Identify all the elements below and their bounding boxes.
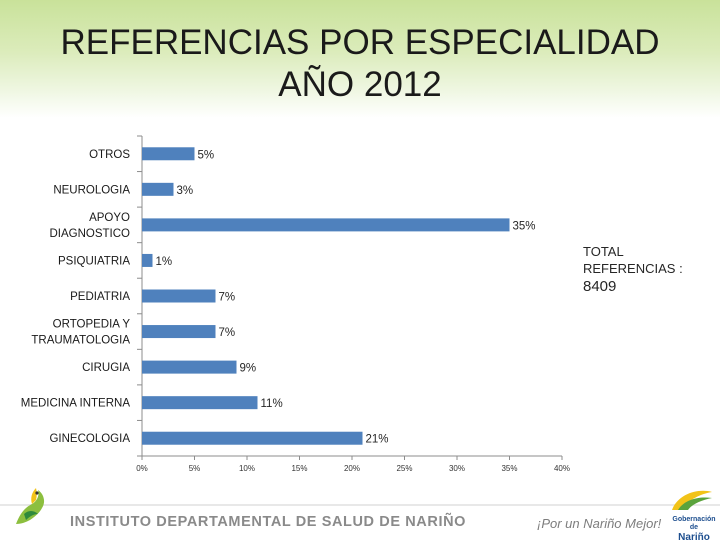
bar-value-label: 11% (261, 398, 283, 410)
category-label: APOYO DIAGNOSTICO (49, 212, 130, 240)
category-label: MEDICINA INTERNA (21, 398, 131, 410)
x-tick-label: 40% (554, 464, 570, 473)
category-label-line: DIAGNOSTICO (49, 228, 130, 240)
category-label-line: ORTOPEDIA Y (53, 319, 131, 331)
bird-logo-icon (16, 488, 45, 524)
category-label: PSIQUIATRIA (58, 255, 130, 267)
x-tick-label: 20% (344, 464, 360, 473)
bar (142, 325, 216, 339)
category-label-line: MEDICINA INTERNA (21, 398, 131, 410)
category-label-line: PEDIATRIA (70, 291, 130, 303)
category-label: NEUROLOGIA (53, 184, 130, 196)
title-line-1: REFERENCIAS POR ESPECIALIDAD (60, 23, 660, 62)
bar (142, 253, 153, 267)
bar (142, 182, 174, 196)
category-label-line: NEUROLOGIA (53, 184, 130, 196)
category-label-line: OTROS (89, 149, 130, 161)
gobernacion-logo-text: Gobernación de Nariño (670, 516, 718, 543)
category-label: GINECOLOGIA (49, 433, 130, 445)
category-label: CIRUGIA (82, 362, 130, 374)
page-title: REFERENCIAS POR ESPECIALIDAD AÑO 2012 (0, 22, 720, 106)
total-label-line-2: REFERENCIAS : (583, 261, 683, 276)
x-tick-label: 30% (449, 464, 465, 473)
bar-value-label: 7% (219, 327, 236, 339)
bar-value-label: 3% (177, 185, 194, 197)
bar (142, 147, 195, 161)
gobernacion-logo-icon (672, 490, 712, 510)
footer-divider (0, 504, 720, 506)
category-label-line: TRAUMATOLOGIA (31, 335, 130, 347)
total-value: 8409 (583, 278, 617, 295)
bar-value-label: 7% (219, 292, 236, 304)
bar-value-label: 5% (198, 149, 215, 161)
logo-text-big: Nariño (678, 532, 710, 543)
header-band (0, 0, 720, 118)
x-tick-label: 10% (239, 464, 255, 473)
category-label: OTROS (89, 149, 130, 161)
category-label-line: GINECOLOGIA (49, 433, 130, 445)
bar (142, 396, 258, 410)
category-label-line: APOYO (89, 212, 130, 224)
bar (142, 218, 510, 232)
logo-text-small: Gobernación de (672, 516, 716, 531)
bar-value-label: 21% (366, 434, 389, 446)
total-label-line-1: TOTAL (583, 244, 624, 259)
x-tick-label: 5% (189, 464, 201, 473)
footer-organization: INSTITUTO DEPARTAMENTAL DE SALUD DE NARI… (70, 514, 467, 530)
x-tick-label: 0% (136, 464, 148, 473)
category-label-line: CIRUGIA (82, 362, 130, 374)
category-label: ORTOPEDIA Y TRAUMATOLOGIA (31, 319, 130, 347)
footer-slogan: ¡Por un Nariño Mejor! (537, 516, 662, 531)
bar (142, 360, 237, 374)
title-line-2: AÑO 2012 (278, 65, 442, 104)
x-tick-label: 15% (291, 464, 307, 473)
bar (142, 431, 363, 445)
category-label-line: PSIQUIATRIA (58, 255, 130, 267)
x-tick-label: 35% (501, 464, 517, 473)
bar-value-label: 35% (513, 220, 536, 232)
bar-value-label: 1% (156, 256, 173, 268)
category-label: PEDIATRIA (70, 291, 130, 303)
bar-value-label: 9% (240, 363, 257, 375)
total-references-box: TOTAL REFERENCIAS : 8409 (583, 243, 693, 295)
x-tick-label: 25% (396, 464, 412, 473)
bar (142, 289, 216, 303)
